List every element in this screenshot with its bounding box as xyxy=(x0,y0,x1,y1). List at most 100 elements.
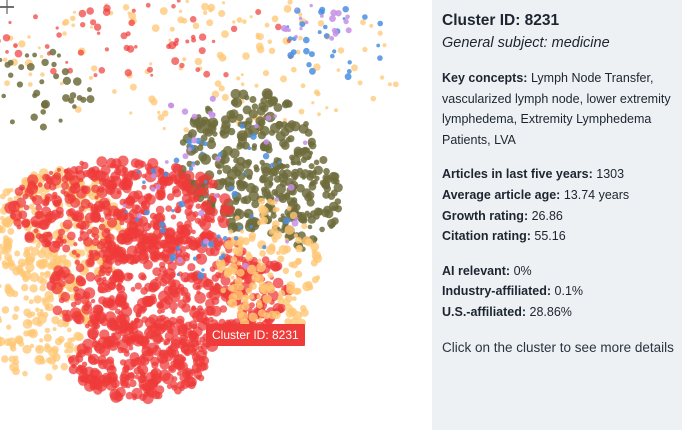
cluster-dot[interactable] xyxy=(74,106,82,113)
cluster-dot[interactable] xyxy=(323,33,330,39)
cluster-dot[interactable] xyxy=(257,131,266,140)
cluster-dot[interactable] xyxy=(270,212,277,219)
cluster-dot[interactable] xyxy=(251,103,259,110)
cluster-dot[interactable] xyxy=(70,15,76,22)
cluster-dot[interactable] xyxy=(19,186,24,191)
cluster-dot[interactable] xyxy=(256,106,266,116)
cluster-dot[interactable] xyxy=(64,313,73,322)
cluster-dot[interactable] xyxy=(44,343,50,349)
cluster-dot[interactable] xyxy=(294,7,298,11)
cluster-dot[interactable] xyxy=(250,133,257,140)
cluster-dot[interactable] xyxy=(306,191,315,200)
cluster-dot[interactable] xyxy=(158,290,170,303)
cluster-dot[interactable] xyxy=(335,10,342,17)
cluster-dot[interactable] xyxy=(249,96,257,103)
cluster-dot[interactable] xyxy=(40,101,49,109)
cluster-dot[interactable] xyxy=(168,102,175,109)
cluster-dot[interactable] xyxy=(249,225,253,229)
cluster-dot[interactable] xyxy=(21,218,31,227)
cluster-dot[interactable] xyxy=(173,157,180,164)
cluster-dot[interactable] xyxy=(20,261,26,267)
cluster-dot[interactable] xyxy=(298,35,303,41)
cluster-dot[interactable] xyxy=(245,182,256,194)
cluster-dot[interactable] xyxy=(51,316,60,325)
cluster-dot[interactable] xyxy=(123,44,130,52)
cluster-dot[interactable] xyxy=(130,260,135,266)
cluster-dot[interactable] xyxy=(171,57,180,66)
cluster-dot[interactable] xyxy=(295,236,302,244)
cluster-dot[interactable] xyxy=(53,73,60,80)
cluster-dot[interactable] xyxy=(86,7,94,15)
cluster-dot[interactable] xyxy=(280,25,288,32)
cluster-dot[interactable] xyxy=(62,18,70,26)
cluster-dot[interactable] xyxy=(331,205,336,211)
cluster-dot[interactable] xyxy=(165,205,172,212)
cluster-dot[interactable] xyxy=(212,131,218,137)
cluster-dot[interactable] xyxy=(345,27,352,34)
cluster-dot[interactable] xyxy=(309,67,316,75)
cluster-dot[interactable] xyxy=(231,225,237,231)
cluster-dot[interactable] xyxy=(67,337,73,343)
cluster-dot[interactable] xyxy=(28,72,33,77)
cluster-dot[interactable] xyxy=(228,185,234,191)
cluster-dot[interactable] xyxy=(52,364,58,370)
cluster-dot[interactable] xyxy=(222,236,228,241)
cluster-dot[interactable] xyxy=(195,253,208,265)
cluster-dot[interactable] xyxy=(284,163,290,169)
cluster-dot[interactable] xyxy=(319,226,325,233)
cluster-dot[interactable] xyxy=(182,153,189,160)
cluster-dot[interactable] xyxy=(60,189,66,195)
cluster-dot[interactable] xyxy=(306,155,311,160)
cluster-dot[interactable] xyxy=(277,297,285,305)
cluster-dot[interactable] xyxy=(219,205,231,217)
cluster-dot[interactable] xyxy=(295,245,303,253)
cluster-dot[interactable] xyxy=(96,169,101,174)
cluster-dot[interactable] xyxy=(24,53,30,58)
cluster-dot[interactable] xyxy=(255,42,264,51)
cluster-dot[interactable] xyxy=(114,258,120,263)
cluster-dot[interactable] xyxy=(164,319,173,329)
cluster-dot[interactable] xyxy=(282,267,290,274)
cluster-dot[interactable] xyxy=(150,168,157,174)
cluster-dot[interactable] xyxy=(13,43,18,48)
cluster-dot[interactable] xyxy=(54,337,63,346)
cluster-dot[interactable] xyxy=(295,257,302,265)
cluster-dot[interactable] xyxy=(43,199,49,206)
cluster-dot[interactable] xyxy=(261,186,268,193)
cluster-dot[interactable] xyxy=(203,10,208,15)
cluster-dot[interactable] xyxy=(96,31,101,35)
cluster-dot[interactable] xyxy=(197,272,205,280)
cluster-dot[interactable] xyxy=(192,310,204,323)
cluster-dot[interactable] xyxy=(194,160,200,166)
cluster-dot[interactable] xyxy=(264,22,270,28)
cluster-dot[interactable] xyxy=(39,219,50,230)
cluster-dot[interactable] xyxy=(182,57,187,62)
cluster-dot[interactable] xyxy=(223,72,229,78)
cluster-dot[interactable] xyxy=(144,255,149,261)
cluster-dot[interactable] xyxy=(91,65,98,72)
cluster-dot[interactable] xyxy=(220,275,231,286)
cluster-dot[interactable] xyxy=(157,114,165,121)
cluster-dot[interactable] xyxy=(136,213,142,219)
cluster-dot[interactable] xyxy=(185,0,189,4)
cluster-dot[interactable] xyxy=(131,387,143,400)
cluster-dot[interactable] xyxy=(254,123,259,129)
cluster-dot[interactable] xyxy=(39,54,44,59)
cluster-dot[interactable] xyxy=(219,193,231,205)
cluster-dot[interactable] xyxy=(22,344,32,354)
cluster-dot[interactable] xyxy=(124,374,131,381)
cluster-dot[interactable] xyxy=(271,220,280,229)
cluster-dot[interactable] xyxy=(78,205,85,212)
cluster-dot[interactable] xyxy=(283,4,292,13)
cluster-dot[interactable] xyxy=(200,151,204,155)
cluster-dot[interactable] xyxy=(183,127,189,133)
cluster-dot[interactable] xyxy=(377,30,383,36)
cluster-dot[interactable] xyxy=(123,359,136,371)
cluster-dot[interactable] xyxy=(14,335,24,345)
cluster-dot[interactable] xyxy=(94,195,99,200)
cluster-dot[interactable] xyxy=(41,297,48,303)
cluster-dot[interactable] xyxy=(275,23,282,31)
cluster-dot[interactable] xyxy=(168,41,177,50)
cluster-dot[interactable] xyxy=(35,243,41,249)
cluster-dot[interactable] xyxy=(73,77,82,86)
